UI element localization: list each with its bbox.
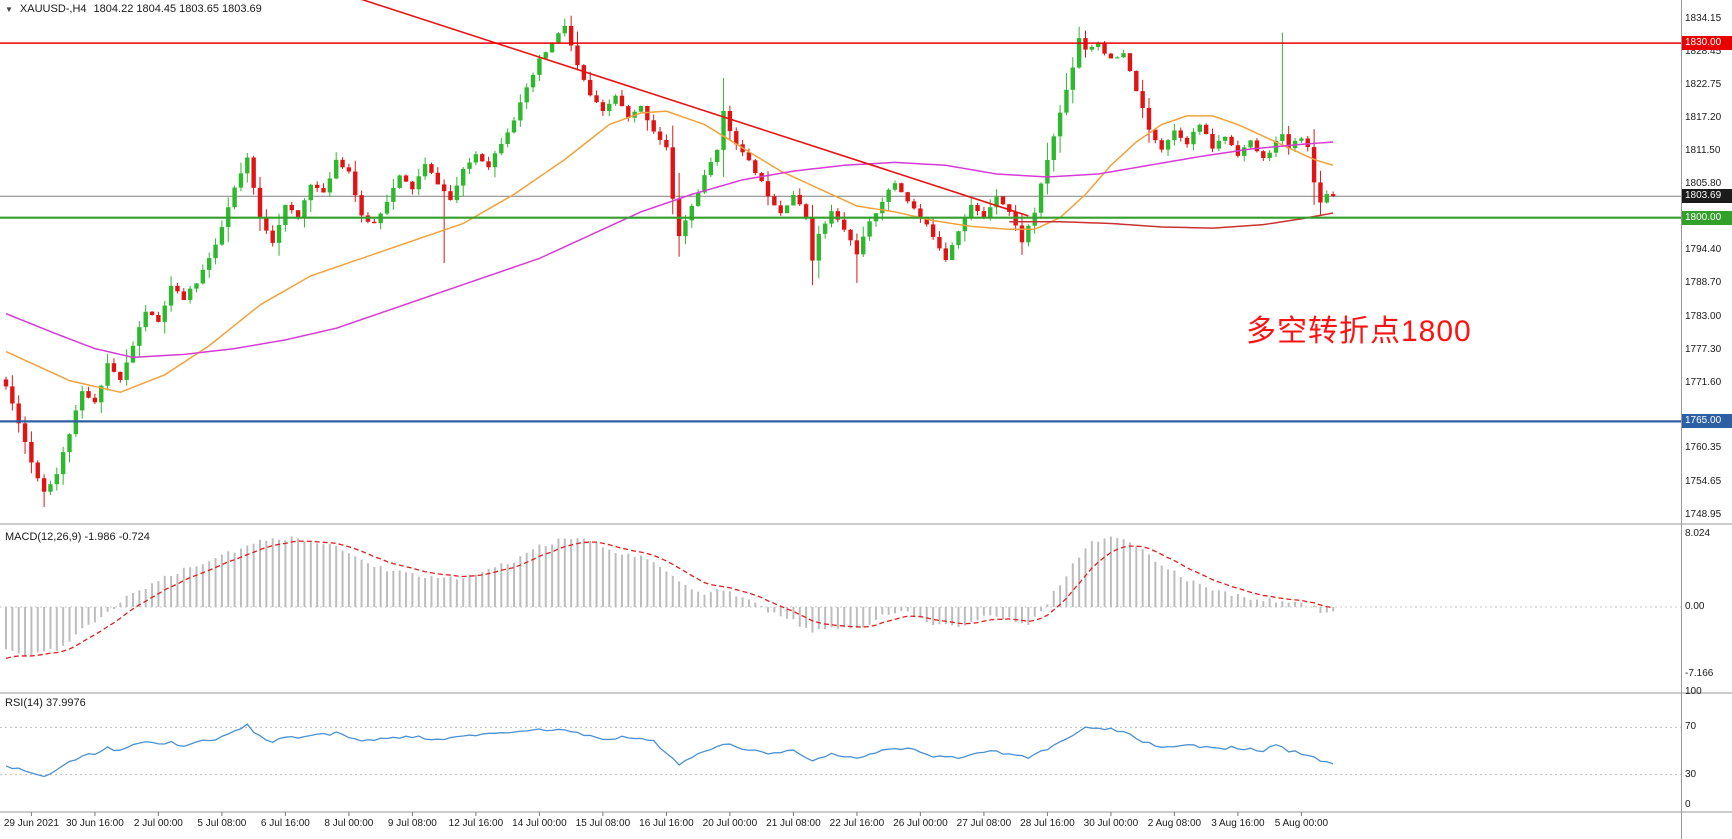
price-badge-1800.00: 1800.00	[1682, 210, 1732, 225]
rsi-panel	[0, 723, 1681, 778]
main-price-panel	[0, 0, 1681, 507]
date-label: 3 Aug 16:00	[1211, 818, 1265, 829]
date-label: 28 Jul 16:00	[1020, 818, 1075, 829]
price-axis-label: 1822.75	[1685, 79, 1722, 91]
price-axis-label: 1777.30	[1685, 343, 1722, 355]
date-label: 12 Jul 16:00	[448, 818, 504, 829]
date-label: 21 Jul 08:00	[766, 818, 821, 829]
chart-text-annotation[interactable]: 多空转折点1800	[1246, 315, 1472, 348]
date-label: 22 Jul 16:00	[829, 818, 885, 829]
macd-axis-label: -7.166	[1685, 667, 1714, 679]
date-label: 27 Jul 08:00	[956, 818, 1012, 829]
macd-panel	[0, 536, 1681, 659]
date-label: 5 Jul 08:00	[197, 818, 247, 829]
price-axis-label: 1805.80	[1685, 177, 1722, 189]
rsi-indicator-label: RSI(14) 37.9976	[5, 697, 86, 709]
price-axis-label: 1754.65	[1685, 475, 1722, 487]
price-axis-label: 1748.95	[1685, 508, 1722, 520]
chart-title: ▼ XAUUSD-,H4 1804.22 1804.45 1803.65 180…	[5, 3, 262, 15]
price-axis-label: 1834.15	[1685, 12, 1722, 24]
date-label: 14 Jul 00:00	[512, 818, 567, 829]
rsi-axis-label: 30	[1685, 768, 1697, 780]
date-label: 8 Jul 00:00	[324, 818, 374, 829]
price-axis-label: 1760.35	[1685, 442, 1722, 454]
macd-axis-label: 8.024	[1685, 528, 1711, 539]
date-label: 30 Jul 00:00	[1083, 818, 1139, 829]
price-badge-1830.00: 1830.00	[1682, 36, 1732, 51]
macd-signal-line	[5, 540, 1334, 659]
price-axis-label: 1788.70	[1685, 277, 1722, 289]
price-axis-label: 1783.00	[1685, 310, 1722, 322]
time-axis-ticks	[30, 812, 1302, 816]
price-axis-label: 1771.60	[1685, 376, 1722, 388]
ma-long-red	[1009, 212, 1334, 229]
price-axis-label: 1811.50	[1685, 144, 1721, 156]
date-label: 5 Aug 00:00	[1274, 818, 1329, 829]
date-label: 6 Jul 16:00	[260, 818, 310, 829]
date-label: 30 Jun 16:00	[65, 818, 124, 829]
time-axis[interactable]: 29 Jun 2021 30 Jun 16:00 2 Jul 00:00 5 Jul …	[0, 814, 1681, 839]
date-label: 20 Jul 00:00	[702, 818, 758, 829]
price-axis[interactable]: 1834.15 1828.45 1822.75 1817.20 1811.50 1805.…	[1682, 0, 1732, 839]
rsi-axis-label: 100	[1685, 686, 1702, 697]
rsi-axis-label: 0	[1685, 799, 1691, 810]
symbol-timeframe-label: XAUUSD-,H4	[19, 3, 87, 15]
descending-trendline[interactable]	[361, 0, 1029, 217]
chevron-down-icon[interactable]: ▼	[5, 4, 13, 14]
rsi-line	[5, 723, 1334, 778]
price-axis-label: 1828.45	[1685, 46, 1722, 58]
date-label: 2 Jul 00:00	[133, 818, 183, 829]
price-axis-label: 1817.20	[1685, 111, 1722, 123]
current-price-badge: 1803.69	[1682, 189, 1732, 204]
date-label: 26 Jul 00:00	[893, 818, 948, 829]
macd-indicator-label: MACD(12,26,9) -1.986 -0.724	[5, 531, 150, 543]
price-axis-label: 1794.40	[1685, 244, 1722, 256]
macd-axis-label: 0.00	[1685, 601, 1705, 612]
ohlc-readout: 1804.22 1804.45 1803.65 1803.69	[93, 3, 262, 15]
date-label: 2 Aug 08:00	[1147, 818, 1202, 829]
date-label: 15 Jul 08:00	[575, 818, 631, 829]
date-label: 29 Jun 2021	[3, 818, 59, 829]
price-badge-1765.00: 1765.00	[1682, 414, 1732, 429]
date-label: 16 Jul 16:00	[639, 818, 694, 829]
rsi-axis-label: 70	[1685, 721, 1697, 733]
ma-slow-magenta	[5, 141, 1334, 359]
ma-medium-orange	[5, 110, 1334, 394]
date-label: 9 Jul 08:00	[387, 818, 437, 829]
candlestick-series	[3, 15, 1336, 507]
